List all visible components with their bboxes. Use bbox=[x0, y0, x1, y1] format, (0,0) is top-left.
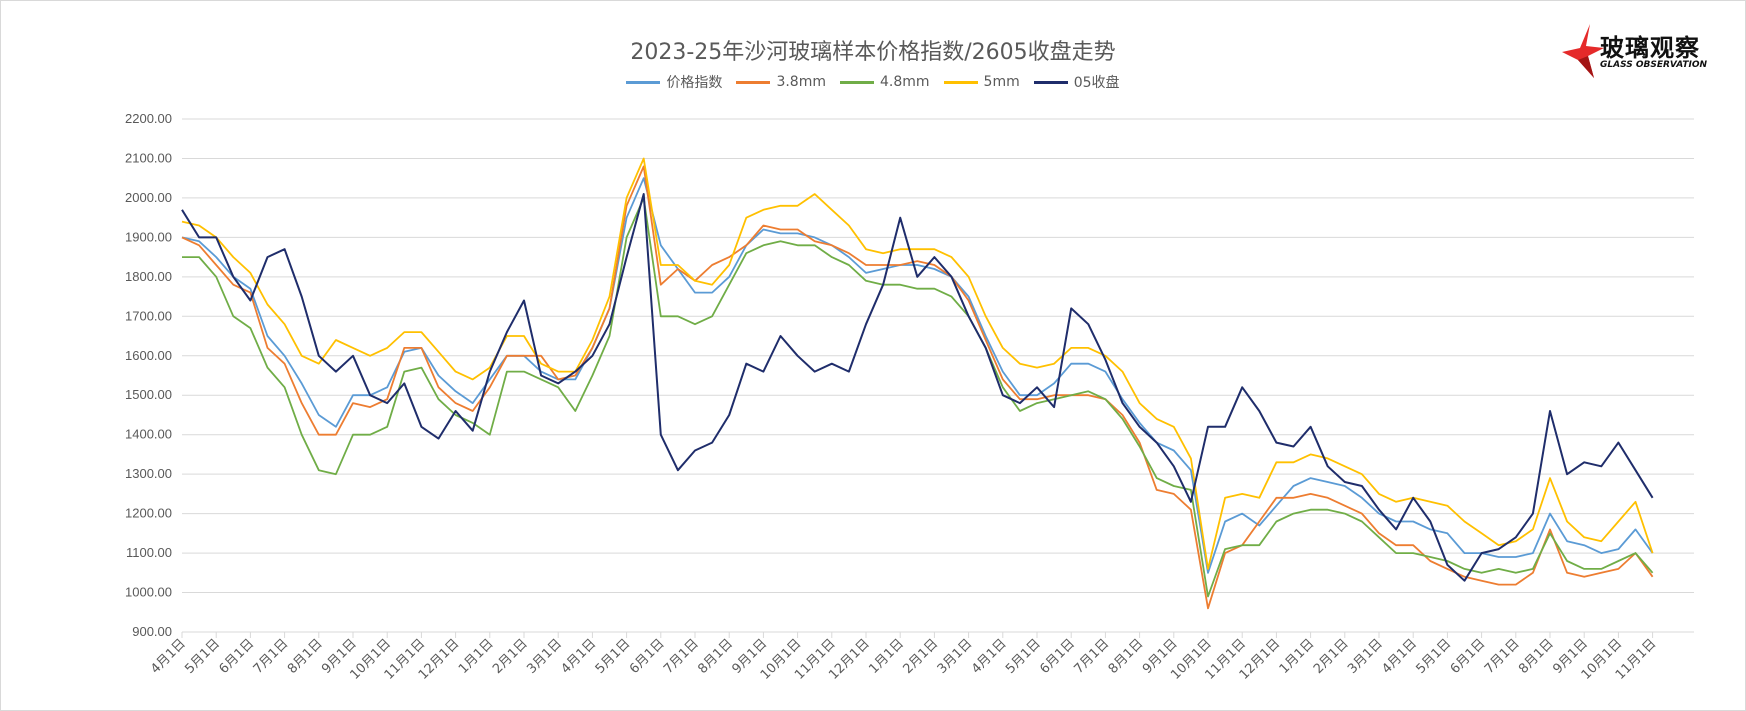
x-tick-label: 2月1日 bbox=[1311, 636, 1352, 677]
x-tick-label: 8月1日 bbox=[695, 636, 736, 677]
y-tick-label: 1900.00 bbox=[125, 229, 172, 244]
x-tick-label: 6月1日 bbox=[1037, 636, 1078, 677]
legend-swatch bbox=[1033, 80, 1068, 84]
x-tick-label: 2月1日 bbox=[490, 636, 531, 677]
y-tick-label: 1600.00 bbox=[125, 348, 172, 363]
y-tick-label: 1000.00 bbox=[125, 585, 172, 600]
y-tick-label: 2000.00 bbox=[125, 190, 172, 205]
legend-swatch bbox=[839, 80, 874, 84]
series-line-05收盘 bbox=[181, 193, 1654, 582]
y-tick-label: 2100.00 bbox=[125, 150, 172, 165]
x-tick-label: 4月1日 bbox=[969, 636, 1010, 677]
x-tick-label: 5月1日 bbox=[593, 636, 634, 677]
x-tick-label: 8月1日 bbox=[1516, 636, 1557, 677]
x-tick-label: 7月1日 bbox=[1072, 636, 1113, 677]
x-tick-label: 4月1日 bbox=[148, 636, 189, 677]
x-tick-label: 7月1日 bbox=[251, 636, 292, 677]
legend-item-index: 价格指数 bbox=[626, 72, 722, 92]
y-tick-label: 1200.00 bbox=[125, 506, 172, 521]
x-tick-label: 1月1日 bbox=[456, 636, 497, 677]
x-tick-label: 3月1日 bbox=[1345, 636, 1386, 677]
x-tick-label: 5月1日 bbox=[182, 636, 223, 677]
legend-label: 05收盘 bbox=[1073, 75, 1120, 91]
legend-swatch bbox=[943, 80, 978, 84]
legend-swatch bbox=[736, 80, 771, 84]
x-tick-label: 7月1日 bbox=[1482, 636, 1523, 677]
y-tick-label: 1400.00 bbox=[125, 427, 172, 442]
legend-swatch bbox=[626, 80, 661, 84]
legend: 价格指数 3.8mm 4.8mm 5mm 05收盘 bbox=[0, 72, 1746, 92]
series-line-价格指数 bbox=[181, 177, 1654, 574]
y-tick-label: 900.00 bbox=[132, 624, 172, 639]
x-tick-label: 1月1日 bbox=[866, 636, 907, 677]
x-tick-label: 3月1日 bbox=[524, 636, 565, 677]
y-tick-label: 1500.00 bbox=[125, 387, 172, 402]
x-tick-label: 5月1日 bbox=[1414, 636, 1455, 677]
legend-label: 5mm bbox=[983, 74, 1020, 90]
x-tick-label: 2月1日 bbox=[901, 636, 942, 677]
x-tick-label: 1月1日 bbox=[1277, 636, 1318, 677]
series-line-5mm bbox=[181, 157, 1654, 570]
x-tick-label: 4月1日 bbox=[1379, 636, 1420, 677]
legend-item-3.8mm: 3.8mm bbox=[736, 72, 826, 92]
legend-label: 3.8mm bbox=[776, 74, 826, 90]
y-tick-label: 1700.00 bbox=[125, 308, 172, 323]
y-tick-label: 1300.00 bbox=[125, 466, 172, 481]
x-tick-label: 8月1日 bbox=[285, 636, 326, 677]
x-tick-label: 6月1日 bbox=[1448, 636, 1489, 677]
chart-title: 2023-25年沙河玻璃样本价格指数/2605收盘走势 bbox=[630, 40, 1116, 65]
x-tick-label: 6月1日 bbox=[217, 636, 258, 677]
y-tick-label: 1800.00 bbox=[125, 269, 172, 284]
legend-label: 价格指数 bbox=[666, 75, 723, 91]
x-tick-label: 7月1日 bbox=[661, 636, 702, 677]
x-tick-label: 6月1日 bbox=[627, 636, 668, 677]
legend-item-05-close: 05收盘 bbox=[1033, 72, 1120, 92]
legend-item-5mm: 5mm bbox=[943, 72, 1020, 92]
legend-label: 4.8mm bbox=[879, 74, 930, 90]
series-line-3.8mm bbox=[181, 165, 1654, 610]
series-line-4.8mm bbox=[182, 197, 1654, 598]
y-tick-label: 1100.00 bbox=[126, 545, 172, 560]
glass-observation-logo: 玻璃观察 GLASS OBSERVATION bbox=[1560, 22, 1730, 82]
x-tick-label: 5月1日 bbox=[1003, 636, 1044, 677]
x-tick-label: 8月1日 bbox=[1106, 636, 1147, 677]
legend-item-4.8mm: 4.8mm bbox=[839, 72, 930, 92]
x-tick-label: 4月1日 bbox=[559, 636, 600, 677]
x-tick-label: 3月1日 bbox=[935, 636, 976, 677]
logo-cn: 玻璃观察 bbox=[1600, 34, 1700, 62]
star-logo-icon bbox=[1562, 24, 1604, 78]
logo-en: GLASS OBSERVATION bbox=[1600, 60, 1708, 70]
y-tick-label: 2200.00 bbox=[125, 111, 172, 126]
